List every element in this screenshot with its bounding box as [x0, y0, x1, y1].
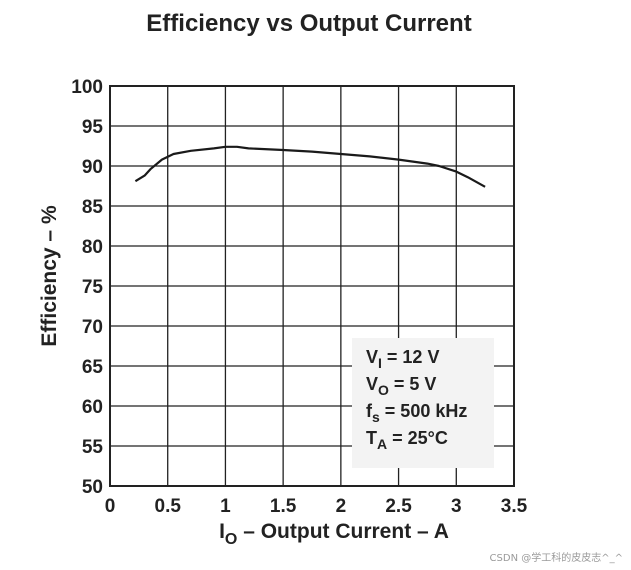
x-tick-label: 3 — [451, 496, 462, 517]
y-tick-label: 65 — [82, 357, 104, 378]
x-axis-label-main: I — [219, 520, 225, 543]
x-tick-label: 0 — [105, 496, 116, 517]
y-tick-label: 60 — [82, 397, 103, 418]
y-tick-label: 50 — [82, 477, 103, 498]
condition-line: VO = 5 V — [366, 374, 436, 398]
chart-title: Efficiency vs Output Current — [146, 10, 471, 37]
x-tick-labels: 0 0.5 1 1.5 2 2.5 3 3.5 — [105, 496, 528, 517]
watermark: CSDN @学工科的皮皮志^_^ — [489, 553, 623, 564]
x-axis-label: IO – Output Current – A — [219, 520, 449, 548]
y-tick-label: 70 — [82, 317, 103, 338]
x-tick-label: 2.5 — [385, 496, 412, 517]
x-tick-label: 1 — [220, 496, 231, 517]
y-tick-label: 90 — [82, 157, 103, 178]
y-axis-label: Efficiency – % — [38, 205, 61, 347]
efficiency-series-line — [134, 145, 486, 188]
y-tick-label: 80 — [82, 237, 103, 258]
x-axis-label-sub: O — [225, 531, 237, 548]
condition-line: TA = 25°C — [366, 428, 448, 452]
x-axis-label-rest: – Output Current – A — [237, 520, 449, 543]
condition-line: fs = 500 kHz — [366, 401, 467, 425]
x-tick-label: 3.5 — [501, 496, 528, 517]
y-tick-labels: 100 95 90 85 80 75 70 65 60 55 50 — [71, 77, 103, 498]
condition-line: VI = 12 V — [366, 347, 439, 371]
series-layer — [134, 145, 486, 188]
y-tick-label: 85 — [82, 197, 104, 218]
grid — [109, 85, 515, 487]
x-tick-label: 1.5 — [270, 496, 297, 517]
x-tick-label: 2 — [336, 496, 347, 517]
y-tick-label: 100 — [71, 77, 103, 98]
conditions-box-background — [352, 338, 494, 468]
y-tick-label: 55 — [82, 437, 104, 458]
conditions-box: VI = 12 V VO = 5 V fs = 500 kHz TA = 25°C — [352, 338, 494, 468]
y-tick-label: 95 — [82, 117, 104, 138]
y-tick-label: 75 — [82, 277, 104, 298]
x-tick-label: 0.5 — [155, 496, 182, 517]
